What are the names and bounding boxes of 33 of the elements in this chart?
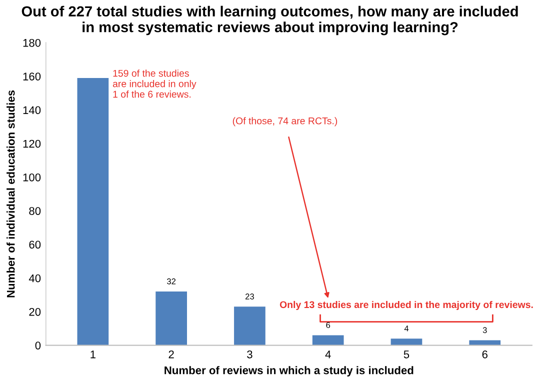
annotation: (Of those, 74 are RCTs.): [232, 117, 338, 126]
x-tick-label: 1: [90, 350, 96, 358]
bar: [77, 78, 109, 346]
y-tick-label: 160: [23, 72, 41, 80]
annotation: Only 13 studies are included in the majority of reviews.: [280, 300, 533, 310]
x-tick-label: 5: [404, 350, 410, 358]
data-label: 3: [482, 327, 487, 334]
y-axis-title: Number of individual education studies: [6, 90, 15, 298]
x-tick-label: 2: [168, 350, 174, 358]
bar: [156, 292, 187, 346]
chart-title: Out of 227 total studies with learning outcomes, how many are included in most systematic reviews about improving learning?: [22, 6, 518, 36]
data-label: 4: [404, 326, 409, 332]
data-label: 32: [167, 278, 176, 284]
data-label: 6: [326, 322, 330, 328]
x-tick-label: 3: [247, 350, 252, 358]
bar: [390, 338, 422, 346]
y-tick-label: 60: [29, 240, 41, 249]
y-tick-label: 20: [29, 308, 41, 316]
bar: [469, 340, 501, 346]
y-tick-label: 0: [35, 342, 41, 350]
y-tick-label: 80: [29, 207, 41, 215]
bar: [312, 335, 344, 346]
y-tick-label: 140: [23, 106, 41, 114]
bar: [234, 306, 266, 346]
x-tick-label: 4: [325, 350, 331, 358]
annotation: 159 of the studies are included in only 1 of the 6 reviews.: [112, 70, 196, 98]
y-tick-label: 180: [23, 38, 41, 47]
y-tick-label: 120: [23, 140, 41, 148]
y-tick-label: 40: [28, 274, 41, 282]
y-tick-label: 100: [23, 173, 41, 182]
x-axis-title: Number of reviews in which a study is included: [164, 366, 414, 376]
data-label: 23: [245, 294, 254, 300]
x-tick-label: 6: [482, 350, 488, 358]
